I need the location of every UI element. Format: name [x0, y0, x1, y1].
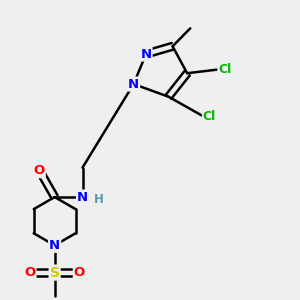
Text: O: O	[34, 164, 45, 177]
Text: N: N	[77, 190, 88, 204]
Text: O: O	[74, 266, 85, 279]
Text: N: N	[128, 78, 139, 91]
Text: S: S	[50, 266, 60, 280]
Text: Cl: Cl	[218, 63, 232, 76]
Text: H: H	[94, 193, 104, 206]
Text: N: N	[49, 239, 60, 252]
Text: N: N	[140, 47, 152, 61]
Text: Cl: Cl	[203, 110, 216, 123]
Text: O: O	[24, 266, 35, 279]
